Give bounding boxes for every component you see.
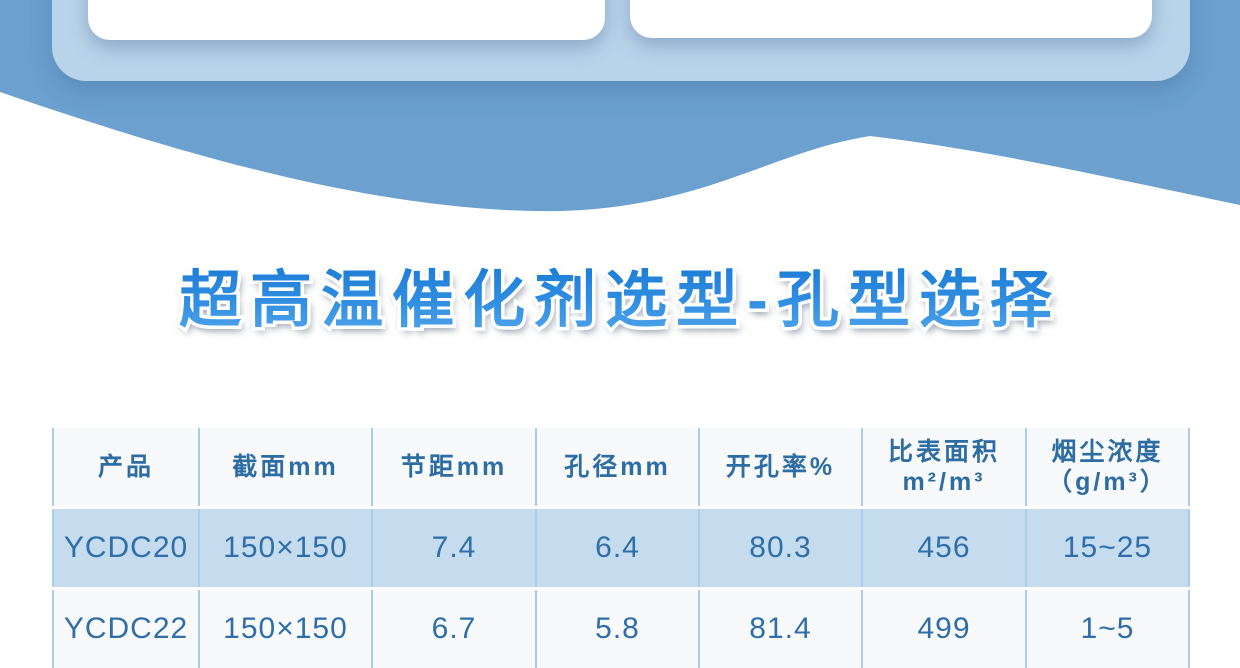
header-hole-diameter: 孔径mm (537, 428, 700, 506)
table-row-ycdc20: YCDC20 150×150 7.4 6.4 80.3 456 15~25 (52, 509, 1190, 587)
header-product: 产品 (52, 428, 200, 506)
cell-hole-diameter: 6.4 (537, 509, 700, 587)
header-dust-concentration: 烟尘浓度 （g/m³） (1027, 428, 1190, 506)
cell-hole-diameter: 5.8 (537, 590, 700, 668)
section-title-text: 超高温催化剂选型-孔型选择 (179, 256, 1061, 346)
cell-dust-concentration: 15~25 (1027, 509, 1190, 587)
bar-chart-card: 0 550℃热处理6h 600℃热处理6h 700℃热处理6h (88, 0, 605, 40)
cell-surface-area: 456 (863, 509, 1027, 587)
header-cross-section: 截面mm (200, 428, 373, 506)
category-label-700: 700℃热处理6h (519, 0, 617, 1)
cell-cross-section: 150×150 (200, 509, 373, 587)
cell-dust-concentration: 1~5 (1027, 590, 1190, 668)
cell-open-rate: 81.4 (700, 590, 863, 668)
cell-surface-area: 499 (863, 590, 1027, 668)
cell-product: YCDC20 (52, 509, 200, 587)
temperature-chart-card: 380 400 420 440 460 480 500 520 540 560 … (630, 0, 1152, 38)
cell-open-rate: 80.3 (700, 509, 863, 587)
cell-pitch: 6.7 (373, 590, 537, 668)
header-open-rate: 开孔率% (700, 428, 863, 506)
category-label-550: 550℃热处理6h (299, 0, 397, 1)
cell-pitch: 7.4 (373, 509, 537, 587)
cell-cross-section: 150×150 (200, 590, 373, 668)
header-pitch: 节距mm (373, 428, 537, 506)
category-label-600: 600℃热处理6h (416, 0, 514, 1)
table-row-ycdc22: YCDC22 150×150 6.7 5.8 81.4 499 1~5 (52, 590, 1190, 668)
section-title-outline: 超高温催化剂选型-孔型选择 (176, 256, 1061, 346)
section-title: 超高温催化剂选型-孔型选择 超高温催化剂选型-孔型选择 (0, 256, 1240, 346)
product-spec-table: 产品 截面mm 节距mm 孔径mm 开孔率% 比表面积 m²/m³ 烟尘浓度 （… (52, 428, 1190, 668)
table-header-row: 产品 截面mm 节距mm 孔径mm 开孔率% 比表面积 m²/m³ 烟尘浓度 （… (52, 428, 1190, 506)
header-surface-area: 比表面积 m²/m³ (863, 428, 1027, 506)
cell-product: YCDC22 (52, 590, 200, 668)
